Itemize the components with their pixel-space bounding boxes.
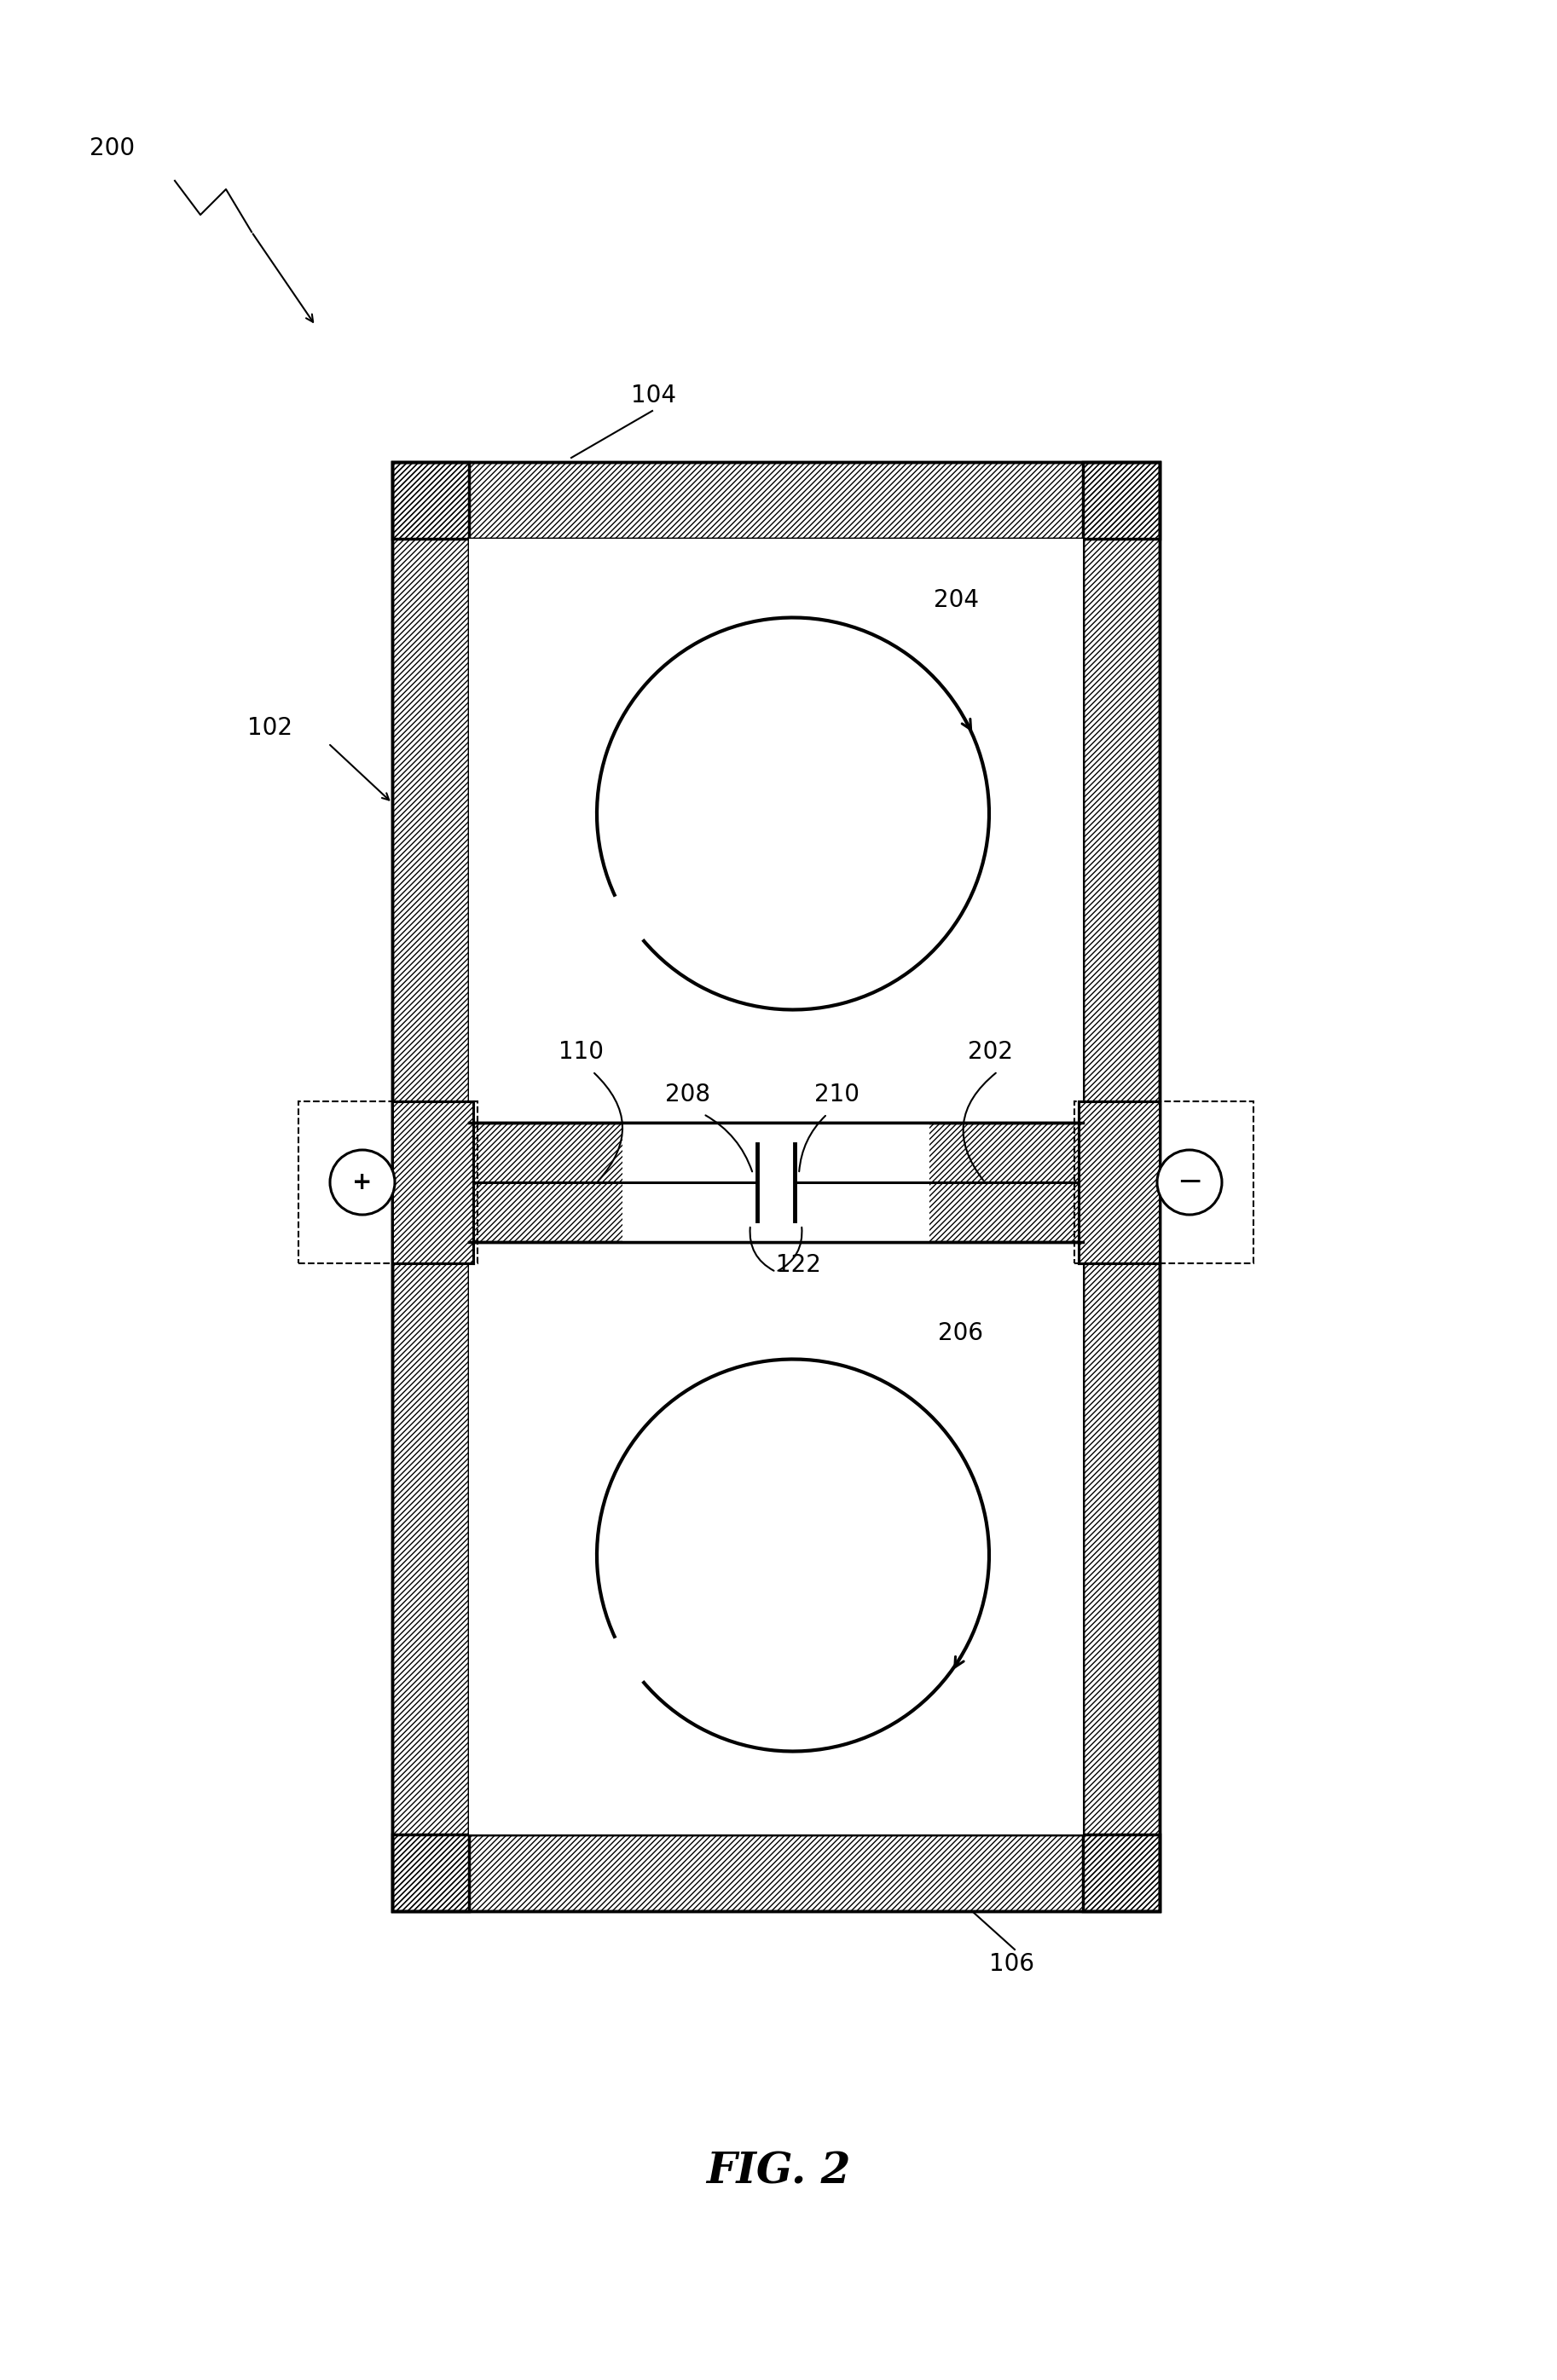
Text: FIG. 2: FIG. 2 [707,2152,850,2194]
Text: 200: 200 [90,136,135,159]
Text: 204: 204 [934,588,979,612]
Polygon shape [469,1242,1084,1835]
Circle shape [330,1150,395,1214]
Text: 202: 202 [968,1040,1014,1064]
Polygon shape [469,538,1084,1123]
Text: +: + [352,1171,372,1195]
Text: 210: 210 [814,1083,859,1107]
Text: 106: 106 [989,1952,1034,1975]
Polygon shape [623,1123,930,1242]
Polygon shape [392,1102,473,1264]
Text: 110: 110 [559,1040,604,1064]
Text: 122: 122 [775,1254,821,1278]
Polygon shape [1079,1102,1160,1264]
Text: 104: 104 [631,383,676,407]
Text: 208: 208 [665,1083,710,1107]
Text: 206: 206 [937,1321,982,1345]
Circle shape [330,1150,395,1214]
Circle shape [1157,1150,1222,1214]
Polygon shape [392,462,1160,1911]
Circle shape [1157,1150,1222,1214]
Text: −: − [1177,1169,1202,1197]
Text: 102: 102 [248,716,293,740]
